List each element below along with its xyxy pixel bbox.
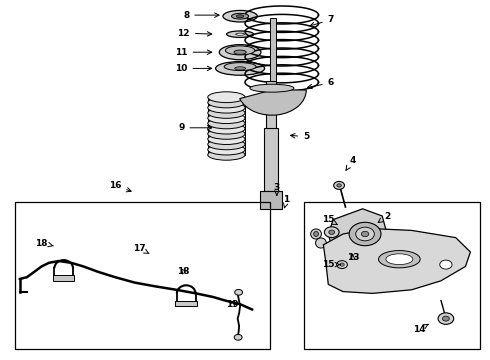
Text: 12: 12 [177, 29, 212, 38]
Ellipse shape [337, 184, 341, 187]
Ellipse shape [235, 67, 245, 70]
Ellipse shape [208, 129, 245, 139]
Ellipse shape [442, 316, 449, 321]
Bar [304, 202, 480, 349]
Ellipse shape [208, 149, 245, 160]
Bar [266, 81, 276, 137]
Text: 17: 17 [133, 244, 149, 253]
Ellipse shape [362, 231, 369, 237]
Bar [264, 128, 278, 191]
Polygon shape [328, 209, 387, 259]
Ellipse shape [440, 260, 452, 269]
Text: 16: 16 [109, 181, 131, 192]
Ellipse shape [208, 144, 245, 155]
Wedge shape [240, 90, 306, 115]
Bar [53, 275, 74, 281]
Ellipse shape [208, 118, 245, 129]
Ellipse shape [334, 181, 344, 189]
Text: 15: 15 [322, 215, 338, 225]
Ellipse shape [208, 139, 245, 150]
Ellipse shape [232, 13, 248, 19]
Bar [270, 18, 276, 83]
Ellipse shape [314, 231, 318, 237]
Ellipse shape [208, 123, 245, 134]
Ellipse shape [349, 222, 381, 246]
Text: 1: 1 [284, 195, 290, 208]
Ellipse shape [324, 227, 339, 238]
Text: 18: 18 [35, 239, 53, 248]
Ellipse shape [208, 102, 245, 113]
Text: 18: 18 [177, 267, 190, 276]
Ellipse shape [208, 92, 245, 103]
Ellipse shape [208, 134, 245, 144]
Ellipse shape [316, 238, 326, 248]
Ellipse shape [226, 31, 254, 37]
Ellipse shape [250, 84, 294, 92]
Bar [175, 301, 197, 306]
Text: 10: 10 [175, 64, 212, 73]
Bar [15, 202, 270, 349]
Text: 3: 3 [274, 183, 280, 195]
Text: 11: 11 [175, 48, 212, 57]
Ellipse shape [208, 108, 245, 118]
Bar [260, 191, 282, 209]
Ellipse shape [223, 10, 257, 22]
Ellipse shape [236, 15, 244, 18]
Text: 7: 7 [310, 15, 334, 27]
Ellipse shape [235, 289, 243, 295]
Ellipse shape [224, 63, 256, 71]
Ellipse shape [378, 251, 420, 268]
Ellipse shape [208, 97, 245, 108]
Text: 15: 15 [322, 260, 340, 269]
Ellipse shape [386, 254, 413, 265]
Ellipse shape [225, 46, 255, 55]
Text: 5: 5 [291, 132, 309, 141]
Text: 6: 6 [308, 78, 334, 89]
Ellipse shape [208, 113, 245, 123]
Ellipse shape [438, 313, 454, 324]
Ellipse shape [236, 33, 245, 35]
Ellipse shape [340, 263, 344, 266]
Polygon shape [323, 229, 470, 293]
Text: 2: 2 [378, 212, 390, 222]
Text: 4: 4 [346, 156, 356, 170]
Ellipse shape [216, 62, 265, 75]
Text: 9: 9 [178, 123, 212, 132]
Ellipse shape [234, 50, 246, 54]
Ellipse shape [337, 261, 347, 269]
Ellipse shape [234, 334, 242, 340]
Ellipse shape [329, 230, 335, 234]
Text: 14: 14 [413, 324, 428, 334]
Ellipse shape [220, 45, 261, 60]
Text: 8: 8 [183, 11, 219, 20]
Text: 13: 13 [346, 253, 359, 262]
Text: 19: 19 [226, 300, 239, 309]
Ellipse shape [311, 229, 321, 239]
Ellipse shape [356, 227, 374, 241]
